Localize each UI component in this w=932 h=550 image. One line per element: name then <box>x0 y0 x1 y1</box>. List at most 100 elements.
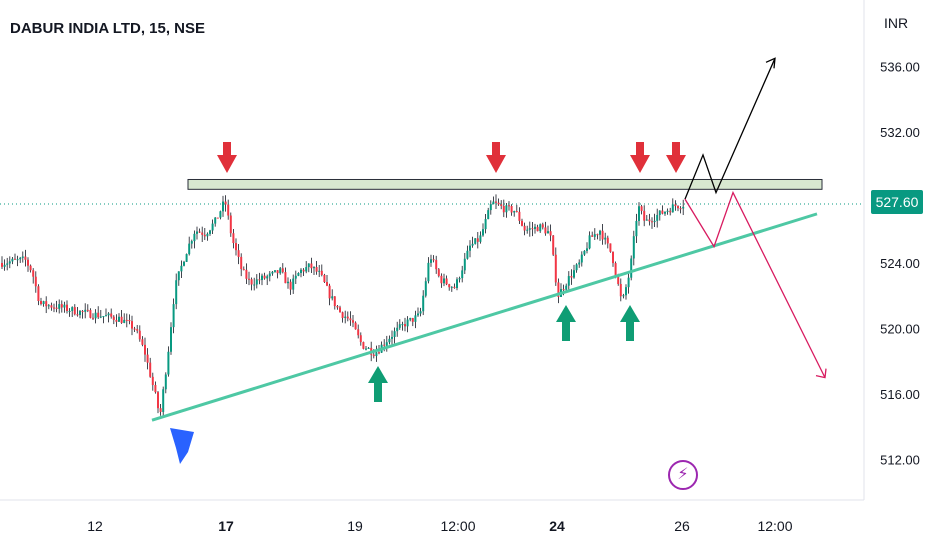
lightning-icon[interactable]: ⚡ <box>668 460 698 490</box>
candle-body <box>73 307 76 315</box>
down-arrow-marker <box>486 142 506 173</box>
candle-body <box>105 315 107 317</box>
candle-body <box>66 304 68 311</box>
candle-body <box>422 295 425 312</box>
candle-body <box>242 269 245 271</box>
chart-title: DABUR INDIA LTD, 15, NSE <box>10 20 206 37</box>
candle-body <box>427 262 430 282</box>
candle-body <box>224 201 227 205</box>
candle-body <box>258 279 261 281</box>
candle-body <box>154 385 157 393</box>
candle-body <box>432 259 435 261</box>
candle-body <box>263 275 266 279</box>
candle-body <box>157 392 159 409</box>
candle-body <box>554 254 557 283</box>
candle-body <box>219 211 222 218</box>
candle-body <box>393 331 396 337</box>
candle-body <box>515 211 518 213</box>
candle-body <box>539 224 542 232</box>
candle-body <box>68 310 71 312</box>
candle-body <box>245 269 248 279</box>
candle-body <box>359 335 362 343</box>
candle-body <box>297 273 300 276</box>
candle-body <box>562 289 565 291</box>
candle-body <box>453 286 456 289</box>
candle-body <box>71 307 74 311</box>
candle-body <box>586 248 588 251</box>
candle-body <box>300 269 302 274</box>
candle-body <box>661 210 664 214</box>
candle-body <box>531 228 534 230</box>
candle-body <box>222 201 224 212</box>
candle-body <box>526 229 529 231</box>
x-tick-label: 26 <box>674 518 690 534</box>
candle-body <box>110 313 113 317</box>
up-arrow-marker <box>620 305 640 341</box>
candle-body <box>398 324 401 328</box>
candle-body <box>307 263 310 268</box>
candle-body <box>76 314 79 316</box>
candle-body <box>396 327 399 332</box>
candle-body <box>411 318 414 322</box>
candle-body <box>16 259 19 261</box>
candle-body <box>443 278 445 284</box>
currency-label: INR <box>884 15 908 31</box>
candle-body <box>346 316 349 319</box>
candle-body <box>492 201 495 205</box>
candle-body <box>632 236 635 259</box>
candle-body <box>227 204 230 216</box>
candle-body <box>336 306 339 308</box>
candle-body <box>528 228 531 230</box>
candle-body <box>547 231 549 234</box>
candle-body <box>112 316 115 320</box>
time-axis[interactable]: 12 17 19 12:00 24 26 12:00 <box>0 499 864 534</box>
candle-body <box>344 316 347 318</box>
y-tick-label: 516.00 <box>880 387 920 402</box>
candle-body <box>658 210 661 216</box>
candle-body <box>55 307 58 309</box>
candle-body <box>502 205 505 213</box>
bullish-arrowhead <box>765 57 776 69</box>
x-tick-label: 19 <box>347 518 363 534</box>
candle-body <box>352 320 354 323</box>
candle-body <box>469 245 471 251</box>
candle-body <box>292 278 295 290</box>
candle-body <box>404 324 406 327</box>
candle-body <box>125 319 128 321</box>
candle-body <box>682 206 685 209</box>
x-tick-label: 17 <box>218 518 234 534</box>
candle-body <box>474 238 477 244</box>
candle-body <box>435 260 438 270</box>
candle-body <box>677 206 679 209</box>
candle-body <box>21 256 24 258</box>
candle-body <box>406 319 409 327</box>
candle-body <box>8 261 11 264</box>
candle-body <box>604 237 607 240</box>
candle-body <box>162 389 165 412</box>
price-axis[interactable]: INR512.00516.00520.00524.00528.00532.005… <box>863 0 920 500</box>
candle-body <box>32 270 35 277</box>
candle-body <box>606 237 609 244</box>
candle-body <box>630 258 633 278</box>
candle-body <box>523 225 526 231</box>
candle-body <box>534 226 536 229</box>
candle-body <box>578 262 581 265</box>
candle-body <box>159 408 162 412</box>
candle-body <box>588 235 591 249</box>
candle-body <box>232 233 235 244</box>
candle-body <box>617 275 620 285</box>
candle-body <box>557 282 560 297</box>
candle-body <box>27 259 29 266</box>
candle-body <box>419 311 422 314</box>
candle-body <box>391 336 393 339</box>
candle-body <box>1 263 3 267</box>
up-arrow-marker <box>368 366 388 402</box>
candle-body <box>211 223 214 231</box>
candle-body <box>216 217 219 219</box>
candle-body <box>409 318 412 320</box>
candle-body <box>643 210 646 221</box>
y-tick-label: 524.00 <box>880 256 920 271</box>
candle-body <box>456 279 458 289</box>
candle-body <box>497 202 500 205</box>
